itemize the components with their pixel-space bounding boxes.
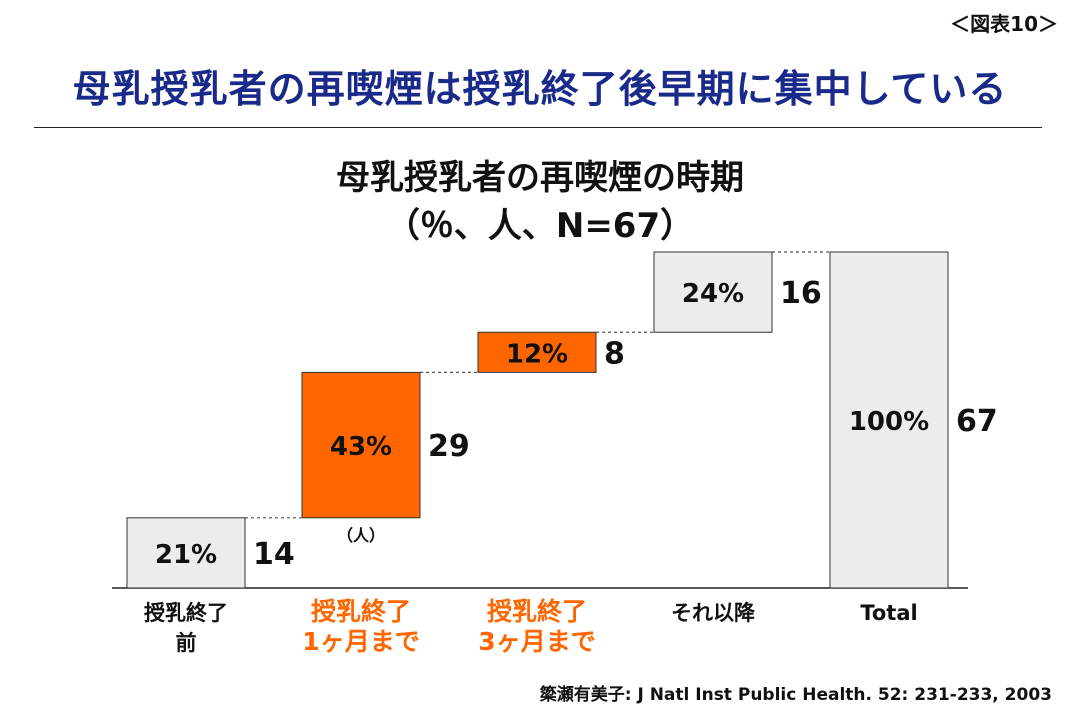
count-label-3: 16 <box>780 276 822 311</box>
chart-title: 母乳授乳者の再喫煙の時期 <box>336 158 744 198</box>
unit-note: （人） <box>337 526 385 545</box>
percent-label-0: 21% <box>155 540 217 570</box>
category-label-2-0: 授乳終了 <box>487 597 587 626</box>
category-label-1-1: 1ヶ月まで <box>302 627 419 656</box>
percent-label-2: 12% <box>506 339 568 369</box>
count-label-1: 29 <box>428 429 470 464</box>
bar-1 <box>301 371 421 519</box>
category-label-2-1: 3ヶ月まで <box>478 627 595 656</box>
bar-3 <box>653 251 773 333</box>
category-label-0-1: 前 <box>176 631 197 655</box>
category-label-1-0: 授乳終了 <box>311 597 411 626</box>
percent-label-1: 43% <box>330 432 392 462</box>
category-label-3-0: それ以降 <box>671 601 756 625</box>
category-label-4-0: Total <box>860 601 917 625</box>
bar-0 <box>126 517 246 589</box>
count-label-4: 67 <box>956 404 998 439</box>
percent-label-3: 24% <box>682 279 744 309</box>
chart-subtitle: （％、人、N=67） <box>385 206 695 246</box>
count-label-0: 14 <box>253 537 295 572</box>
bar-2 <box>477 331 597 373</box>
count-label-2: 8 <box>604 336 625 371</box>
page-title: 母乳授乳者の再喫煙は授乳終了後早期に集中している <box>72 67 1008 111</box>
bar-4 <box>829 251 949 589</box>
category-label-0-0: 授乳終了 <box>144 601 228 625</box>
percent-label-4: 100% <box>849 407 929 437</box>
title-divider <box>34 127 1042 128</box>
figure-label: ＜図表10＞ <box>950 12 1058 36</box>
source-citation: 簗瀬有美子: J Natl Inst Public Health. 52: 23… <box>539 685 1052 705</box>
